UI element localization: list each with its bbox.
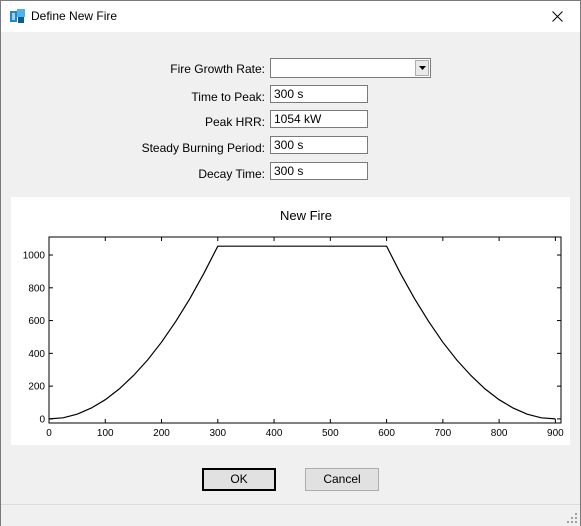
cancel-button[interactable]: Cancel bbox=[305, 468, 379, 491]
fire-curve-chart: New Fire 0 100 200 300 400 500 600 700 800 900 0 20… bbox=[11, 197, 570, 445]
y-tick-label: 400 bbox=[28, 349, 45, 360]
x-tick-label: 500 bbox=[322, 428, 339, 439]
chart-title: New Fire bbox=[280, 208, 332, 223]
x-tick-label: 200 bbox=[153, 428, 170, 439]
time-to-peak-input[interactable] bbox=[270, 85, 368, 103]
y-tick-label: 200 bbox=[28, 382, 45, 393]
steady-period-input[interactable] bbox=[270, 136, 368, 154]
x-tick-label: 100 bbox=[97, 428, 114, 439]
x-tick-label: 400 bbox=[266, 428, 283, 439]
status-bar bbox=[1, 504, 580, 526]
chevron-down-icon bbox=[419, 66, 426, 70]
resize-grip-icon[interactable] bbox=[566, 512, 578, 524]
growth-rate-label: Fire Growth Rate: bbox=[170, 62, 265, 76]
x-tick-label: 300 bbox=[209, 428, 226, 439]
x-tick-label: 600 bbox=[378, 428, 395, 439]
chart-panel: New Fire 0 100 200 300 400 500 600 700 800 900 0 20… bbox=[11, 197, 570, 445]
close-icon bbox=[552, 11, 563, 22]
x-tick-label: 700 bbox=[435, 428, 452, 439]
close-button[interactable] bbox=[534, 1, 580, 32]
growth-rate-select[interactable] bbox=[270, 58, 431, 78]
x-tick-label: 900 bbox=[547, 428, 564, 439]
y-tick-label: 1000 bbox=[23, 251, 46, 262]
hrr-curve-line bbox=[49, 246, 555, 419]
decay-time-input[interactable] bbox=[270, 162, 368, 180]
peak-hrr-input[interactable] bbox=[270, 110, 368, 128]
y-tick-label: 800 bbox=[28, 283, 45, 294]
x-tick-label: 0 bbox=[46, 428, 52, 439]
steady-period-label: Steady Burning Period: bbox=[142, 141, 265, 155]
y-tick-label: 0 bbox=[39, 414, 45, 425]
title-bar[interactable]: Define New Fire bbox=[1, 1, 580, 32]
app-icon bbox=[10, 9, 25, 24]
ok-button[interactable]: OK bbox=[202, 468, 276, 491]
time-to-peak-label: Time to Peak: bbox=[191, 90, 265, 104]
y-tick-label: 600 bbox=[28, 316, 45, 327]
plot-area bbox=[49, 237, 561, 423]
decay-time-label: Decay Time: bbox=[198, 167, 265, 181]
window-title: Define New Fire bbox=[31, 9, 117, 23]
x-tick-label: 800 bbox=[491, 428, 508, 439]
dropdown-button[interactable] bbox=[415, 60, 429, 76]
peak-hrr-label: Peak HRR: bbox=[205, 115, 265, 129]
